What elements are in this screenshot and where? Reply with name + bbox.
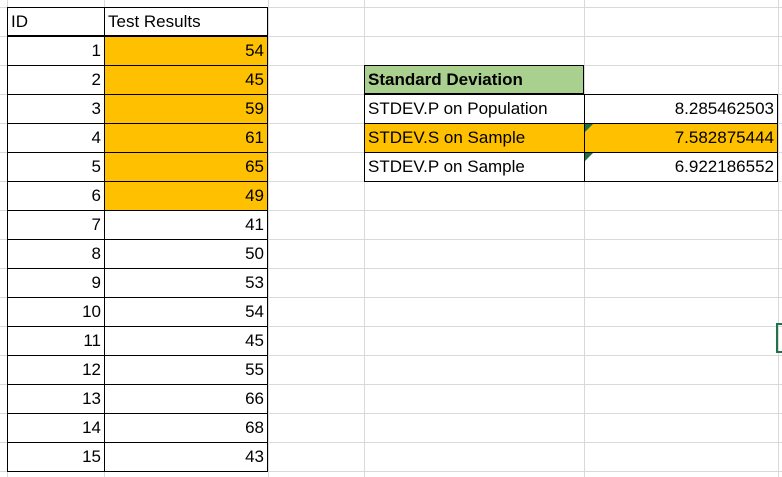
id-cell[interactable]: 9 [7,268,105,298]
id-cell[interactable]: 11 [7,326,105,356]
gridline-horizontal [0,268,782,269]
gridline-horizontal [0,413,782,414]
id-cell[interactable]: 2 [7,65,105,95]
id-cell[interactable]: 13 [7,384,105,414]
test-result-cell[interactable]: 49 [104,181,268,211]
id-cell[interactable]: 4 [7,123,105,153]
error-indicator-icon [585,124,593,132]
gridline-horizontal [0,297,782,298]
gridline-horizontal [0,7,782,8]
id-cell[interactable]: 5 [7,152,105,182]
error-indicator-icon [585,153,593,161]
stdev-label-cell[interactable]: STDEV.P on Population [364,94,585,124]
id-cell[interactable]: 14 [7,413,105,443]
test-result-cell[interactable]: 45 [104,65,268,95]
id-cell[interactable]: 1 [7,36,105,66]
gridline-vertical [364,0,365,477]
gridline-vertical [268,0,269,477]
stdev-label-cell[interactable]: STDEV.P on Sample [364,152,585,182]
gridline-horizontal [0,326,782,327]
id-cell[interactable]: 12 [7,355,105,385]
standard-deviation-title-cell[interactable]: Standard Deviation [364,65,584,94]
stdev-value-cell[interactable]: 6.922186552 [584,152,778,182]
test-result-cell[interactable]: 61 [104,123,268,153]
gridline-horizontal [0,442,782,443]
test-results-header-cell[interactable]: Test Results [104,7,268,36]
test-result-cell[interactable]: 54 [104,297,268,327]
gridline-vertical [584,0,585,477]
gridline-horizontal [0,210,782,211]
stdev-label-cell[interactable]: STDEV.S on Sample [364,123,585,153]
test-result-cell[interactable]: 54 [104,36,268,66]
stdev-value-cell[interactable]: 7.582875444 [584,123,778,153]
id-cell[interactable]: 15 [7,442,105,472]
gridline-horizontal [0,471,782,472]
stdev-value-cell[interactable]: 8.285462503 [584,94,778,124]
test-result-cell[interactable]: 45 [104,326,268,356]
test-result-cell[interactable]: 41 [104,210,268,240]
gridline-horizontal [0,239,782,240]
test-result-cell[interactable]: 55 [104,355,268,385]
id-header-cell[interactable]: ID [7,7,105,36]
test-result-cell[interactable]: 43 [104,442,268,472]
selected-cell-indicator[interactable] [776,323,782,353]
id-cell[interactable]: 8 [7,239,105,269]
id-cell[interactable]: 7 [7,210,105,240]
gridline-horizontal [0,36,782,37]
test-result-cell[interactable]: 53 [104,268,268,298]
gridline-vertical [778,0,779,477]
id-cell[interactable]: 6 [7,181,105,211]
gridline-horizontal [0,355,782,356]
id-cell[interactable]: 10 [7,297,105,327]
test-result-cell[interactable]: 65 [104,152,268,182]
id-cell[interactable]: 3 [7,94,105,124]
test-result-cell[interactable]: 50 [104,239,268,269]
gridline-horizontal [0,384,782,385]
test-result-cell[interactable]: 66 [104,384,268,414]
test-result-cell[interactable]: 59 [104,94,268,124]
test-result-cell[interactable]: 68 [104,413,268,443]
